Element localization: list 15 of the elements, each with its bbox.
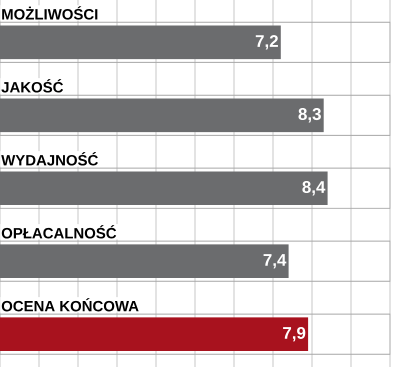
data-label: 8,3 [298,108,321,123]
y-tick-label: JAKOŚĆ [1,79,64,93]
bar [0,171,328,206]
y-tick-label: OCENA KOŃCOWA [2,298,139,312]
bar [0,244,289,278]
bar [0,98,324,132]
data-label: 7,9 [283,326,306,342]
data-label: 8,4 [302,181,326,196]
y-tick-label: MOŻLIWOŚCI [2,6,98,20]
y-tick-label: WYDAJNOŚĆ [1,152,98,166]
bar [0,26,281,60]
data-label: 7,4 [264,254,286,268]
bar [0,317,308,351]
y-tick-label: OPŁACALNOŚĆ [2,225,116,238]
data-label: 7,2 [256,35,278,50]
